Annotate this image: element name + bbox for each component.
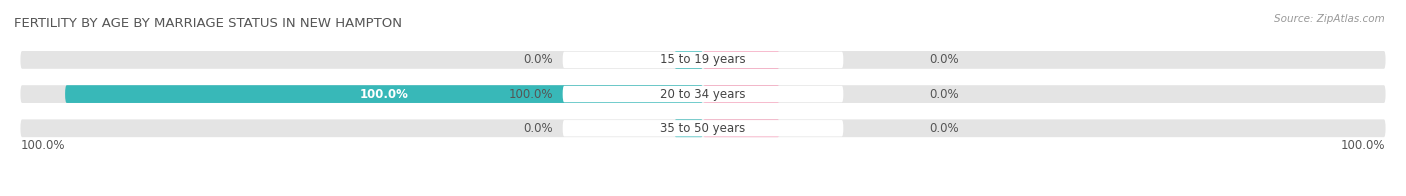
Text: 0.0%: 0.0% [523,53,553,66]
FancyBboxPatch shape [703,85,779,103]
Text: FERTILITY BY AGE BY MARRIAGE STATUS IN NEW HAMPTON: FERTILITY BY AGE BY MARRIAGE STATUS IN N… [14,17,402,30]
FancyBboxPatch shape [562,120,844,136]
FancyBboxPatch shape [21,51,1385,69]
FancyBboxPatch shape [703,119,779,137]
Text: 0.0%: 0.0% [929,122,959,135]
Text: 100.0%: 100.0% [360,88,409,101]
FancyBboxPatch shape [703,51,779,69]
FancyBboxPatch shape [675,51,703,69]
Text: 0.0%: 0.0% [929,53,959,66]
Text: 100.0%: 100.0% [1341,139,1385,152]
FancyBboxPatch shape [562,86,844,102]
Text: 20 to 34 years: 20 to 34 years [661,88,745,101]
FancyBboxPatch shape [562,52,844,68]
FancyBboxPatch shape [21,85,1385,103]
Text: 15 to 19 years: 15 to 19 years [661,53,745,66]
Text: Source: ZipAtlas.com: Source: ZipAtlas.com [1274,14,1385,24]
FancyBboxPatch shape [675,119,703,137]
FancyBboxPatch shape [65,85,703,103]
Text: 0.0%: 0.0% [929,88,959,101]
Text: 0.0%: 0.0% [523,122,553,135]
Text: 35 to 50 years: 35 to 50 years [661,122,745,135]
Text: 100.0%: 100.0% [21,139,65,152]
Text: 100.0%: 100.0% [509,88,553,101]
FancyBboxPatch shape [21,119,1385,137]
